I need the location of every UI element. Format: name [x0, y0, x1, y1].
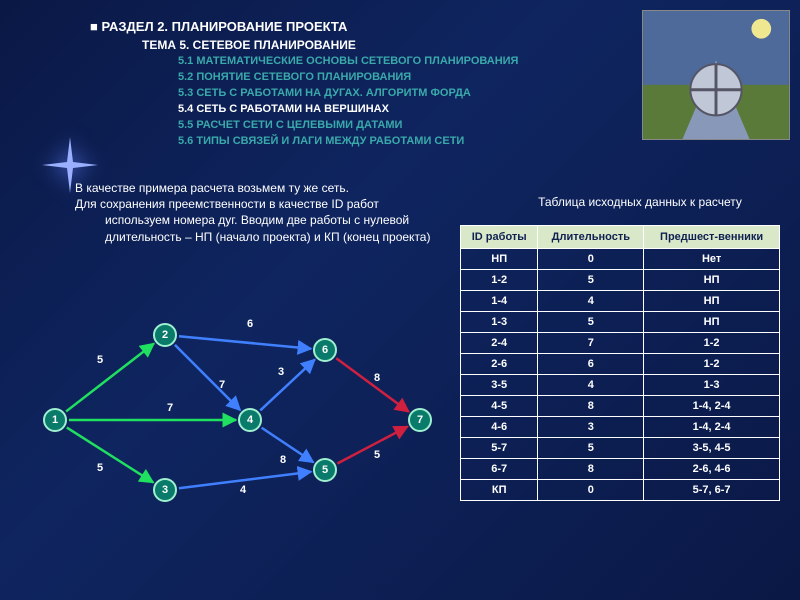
header-outline: РАЗДЕЛ 2. ПЛАНИРОВАНИЕ ПРОЕКТА ТЕМА 5. С… [90, 18, 518, 150]
table-row: КП05-7, 6-7 [461, 480, 780, 501]
table-row: 3-541-3 [461, 375, 780, 396]
edge-label-1-2: 5 [97, 354, 103, 366]
table-cell: 4-6 [461, 417, 538, 438]
table-cell: 3-5 [461, 375, 538, 396]
edge-label-2-6: 6 [247, 318, 253, 330]
table-cell: 5 [538, 312, 644, 333]
table-row: НП0Нет [461, 249, 780, 270]
edge-4-6 [260, 360, 315, 411]
table-cell: 1-4, 2-4 [644, 396, 780, 417]
table-cell: 1-2 [644, 333, 780, 354]
table-row: 2-471-2 [461, 333, 780, 354]
table-cell: 6-7 [461, 459, 538, 480]
table-cell: 4 [538, 375, 644, 396]
outline-sub-1: 5.1 МАТЕМАТИЧЕСКИЕ ОСНОВЫ СЕТЕВОГО ПЛАНИ… [90, 54, 518, 70]
table-cell: 1-3 [644, 375, 780, 396]
corner-illustration [642, 10, 790, 140]
table-row: 1-35НП [461, 312, 780, 333]
table-row: 1-44НП [461, 291, 780, 312]
table-cell: 6 [538, 354, 644, 375]
table-row: 2-661-2 [461, 354, 780, 375]
col-header: Длительность [538, 226, 644, 249]
intro-line2: Для сохранения преемственности в качеств… [75, 196, 445, 245]
intro-text: В качестве примера расчета возьмем ту же… [75, 180, 445, 245]
col-header: Предшест-венники [644, 226, 780, 249]
table-cell: 1-4, 2-4 [644, 417, 780, 438]
table-cell: 1-4 [461, 291, 538, 312]
node-4: 4 [238, 408, 262, 432]
table-cell: 2-6, 4-6 [644, 459, 780, 480]
edge-label-4-5: 8 [280, 454, 286, 466]
table-cell: 5-7 [461, 438, 538, 459]
edge-label-2-4: 7 [219, 379, 225, 391]
table-cell: 5 [538, 438, 644, 459]
table-cell: Нет [644, 249, 780, 270]
table-row: 4-631-4, 2-4 [461, 417, 780, 438]
table-cell: 1-3 [461, 312, 538, 333]
table-cell: 1-2 [644, 354, 780, 375]
node-1: 1 [43, 408, 67, 432]
outline-sub-3: 5.3 СЕТЬ С РАБОТАМИ НА ДУГАХ. АЛГОРИТМ Ф… [90, 86, 518, 102]
edge-1-3 [67, 428, 153, 483]
table-cell: 4-5 [461, 396, 538, 417]
table-cell: 3-5, 4-5 [644, 438, 780, 459]
edge-label-4-6: 3 [278, 366, 284, 378]
col-header: ID работы [461, 226, 538, 249]
node-6: 6 [313, 338, 337, 362]
edge-label-6-7: 8 [374, 372, 380, 384]
table-cell: 1-2 [461, 270, 538, 291]
table-row: 4-581-4, 2-4 [461, 396, 780, 417]
data-table: ID работыДлительностьПредшест-венники НП… [460, 225, 780, 501]
outline-sub-6: 5.6 ТИПЫ СВЯЗЕЙ И ЛАГИ МЕЖДУ РАБОТАМИ СЕ… [90, 134, 518, 150]
node-3: 3 [153, 478, 177, 502]
edge-2-6 [179, 336, 311, 348]
table-cell: КП [461, 480, 538, 501]
table-cell: НП [461, 249, 538, 270]
table-cell: 5 [538, 270, 644, 291]
node-7: 7 [408, 408, 432, 432]
edge-label-1-3: 5 [97, 462, 103, 474]
table-cell: 4 [538, 291, 644, 312]
table-row: 6-782-6, 4-6 [461, 459, 780, 480]
table-cell: НП [644, 291, 780, 312]
outline-sub-5: 5.5 РАСЧЕТ СЕТИ С ЦЕЛЕВЫМИ ДАТАМИ [90, 118, 518, 134]
intro-line1: В качестве примера расчета возьмем ту же… [75, 180, 445, 196]
edge-label-3-5: 4 [240, 484, 246, 496]
edge-6-7 [336, 358, 408, 411]
table-title: Таблица исходных данных к расчету [500, 195, 780, 209]
table-cell: 8 [538, 396, 644, 417]
node-5: 5 [313, 458, 337, 482]
table-cell: 0 [538, 480, 644, 501]
section-title: РАЗДЕЛ 2. ПЛАНИРОВАНИЕ ПРОЕКТА [90, 18, 518, 37]
outline-sub-4: 5.4 СЕТЬ С РАБОТАМИ НА ВЕРШИНАХ [90, 102, 518, 118]
table-cell: 8 [538, 459, 644, 480]
edge-1-2 [66, 344, 154, 412]
edge-4-5 [262, 428, 314, 462]
edge-label-1-4: 7 [167, 402, 173, 414]
table-row: 5-753-5, 4-5 [461, 438, 780, 459]
table-cell: НП [644, 312, 780, 333]
outline-sub-2: 5.2 ПОНЯТИЕ СЕТЕВОГО ПЛАНИРОВАНИЯ [90, 70, 518, 86]
table-cell: 5-7, 6-7 [644, 480, 780, 501]
table-row: 1-25НП [461, 270, 780, 291]
edge-5-7 [337, 427, 407, 464]
network-diagram: 1 2 3 4 5 6 7 5 7 5 7 6 4 8 3 5 8 [25, 290, 445, 520]
table-cell: 3 [538, 417, 644, 438]
edge-label-5-7: 5 [374, 449, 380, 461]
table-cell: 0 [538, 249, 644, 270]
theme-title: ТЕМА 5. СЕТЕВОЕ ПЛАНИРОВАНИЕ [90, 37, 518, 54]
table-cell: 2-6 [461, 354, 538, 375]
node-2: 2 [153, 323, 177, 347]
table-cell: НП [644, 270, 780, 291]
table-cell: 7 [538, 333, 644, 354]
edge-2-4 [175, 345, 240, 410]
table-cell: 2-4 [461, 333, 538, 354]
